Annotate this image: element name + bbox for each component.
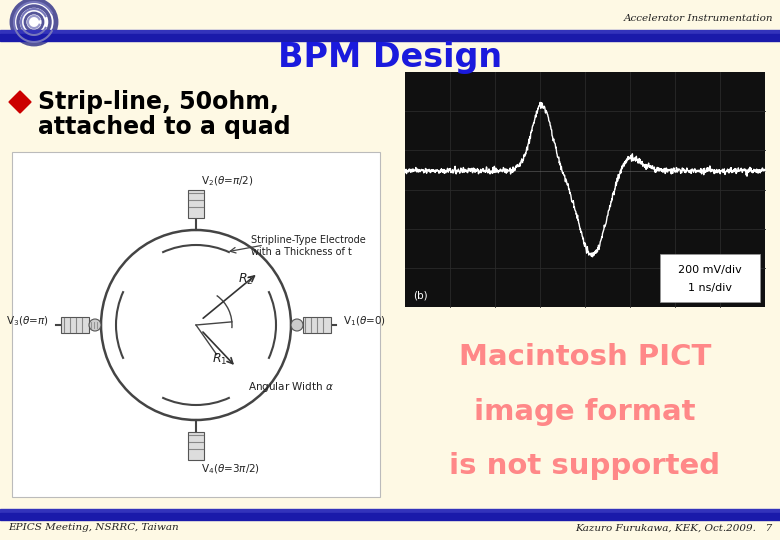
Text: Accelerator Instrumentation: Accelerator Instrumentation — [623, 14, 773, 23]
Text: is not supported: is not supported — [449, 451, 721, 480]
Text: BPM Design: BPM Design — [278, 42, 502, 75]
Bar — [0, 34, 780, 41]
Text: V$_2$($\theta$=$\pi$/2): V$_2$($\theta$=$\pi$/2) — [201, 174, 254, 188]
Bar — [0, 513, 780, 520]
Text: Angular Width $\alpha$: Angular Width $\alpha$ — [248, 380, 334, 394]
Text: (b): (b) — [413, 291, 427, 301]
Text: EPICS Meeting, NSRRC, Taiwan: EPICS Meeting, NSRRC, Taiwan — [8, 523, 179, 532]
Circle shape — [12, 0, 56, 44]
Circle shape — [291, 319, 303, 331]
Text: Kazuro Furukawa, KEK, Oct.2009.   7: Kazuro Furukawa, KEK, Oct.2009. 7 — [575, 523, 772, 532]
Text: Stripline-Type Electrode
with a Thickness of t: Stripline-Type Electrode with a Thicknes… — [251, 235, 366, 256]
Text: V$_3$($\theta$=$\pi$): V$_3$($\theta$=$\pi$) — [6, 314, 49, 328]
Text: 200 mV/div: 200 mV/div — [678, 265, 742, 275]
Text: Strip-line, 50ohm,: Strip-line, 50ohm, — [38, 90, 279, 114]
Bar — [0, 30, 780, 34]
Text: $R_1$: $R_1$ — [212, 352, 228, 367]
Bar — [405, 72, 765, 307]
Text: $R_2$: $R_2$ — [238, 272, 254, 287]
Bar — [188, 190, 204, 218]
Circle shape — [89, 319, 101, 331]
Bar — [12, 152, 380, 497]
Text: attached to a quad: attached to a quad — [38, 115, 291, 139]
Text: Macintosh PICT: Macintosh PICT — [459, 343, 711, 372]
Bar — [303, 317, 331, 333]
Text: V$_1$($\theta$=0): V$_1$($\theta$=0) — [343, 314, 386, 328]
Bar — [660, 254, 760, 302]
Text: image format: image format — [474, 397, 696, 426]
Bar — [0, 509, 780, 513]
Text: V$_4$($\theta$=3$\pi$/2): V$_4$($\theta$=3$\pi$/2) — [201, 462, 260, 476]
Text: 1 ns/div: 1 ns/div — [688, 283, 732, 293]
Bar — [61, 317, 89, 333]
Polygon shape — [9, 91, 31, 113]
Bar — [188, 432, 204, 460]
